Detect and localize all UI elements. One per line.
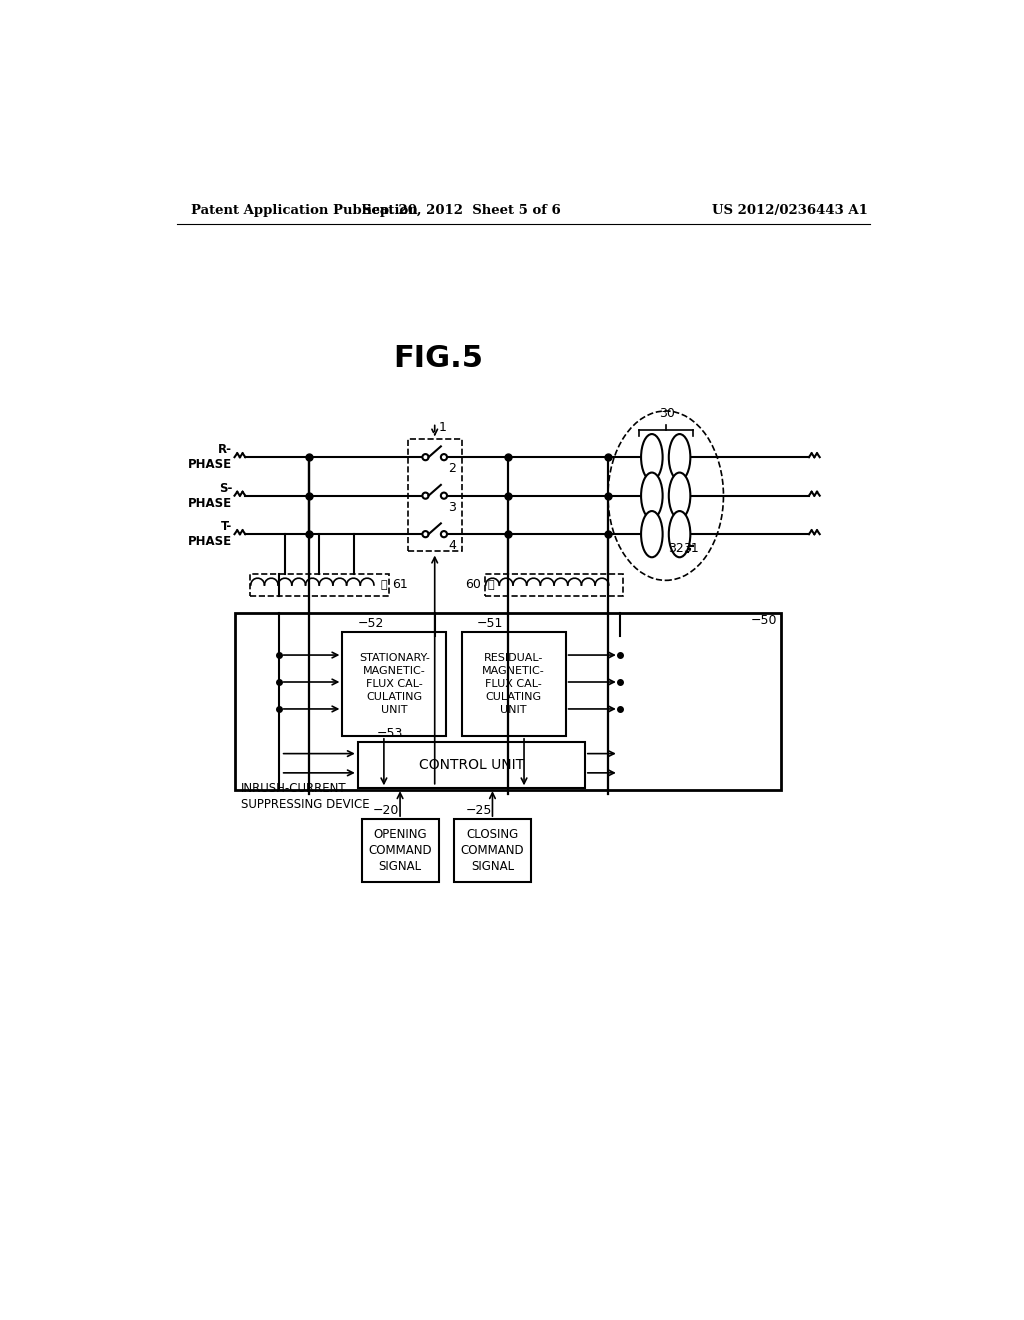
Text: 32: 32 xyxy=(668,541,684,554)
Text: 1: 1 xyxy=(438,421,446,434)
Text: OPENING
COMMAND
SIGNAL: OPENING COMMAND SIGNAL xyxy=(369,828,432,873)
Text: CLOSING
COMMAND
SIGNAL: CLOSING COMMAND SIGNAL xyxy=(461,828,524,873)
Text: −20: −20 xyxy=(373,804,399,817)
Text: R-
PHASE: R- PHASE xyxy=(188,444,232,471)
Ellipse shape xyxy=(641,434,663,480)
Bar xyxy=(357,742,585,788)
Text: US 2012/0236443 A1: US 2012/0236443 A1 xyxy=(712,205,867,218)
Ellipse shape xyxy=(641,473,663,519)
Text: 30: 30 xyxy=(659,407,675,420)
Text: CONTROL UNIT: CONTROL UNIT xyxy=(419,758,524,772)
Text: 31: 31 xyxy=(683,541,698,554)
Text: S-
PHASE: S- PHASE xyxy=(188,482,232,510)
Ellipse shape xyxy=(641,511,663,557)
Text: FIG.5: FIG.5 xyxy=(393,345,483,374)
Text: −52: −52 xyxy=(357,616,384,630)
Bar xyxy=(462,632,565,737)
Bar xyxy=(408,440,462,552)
Text: STATIONARY-
MAGNETIC-
FLUX CAL-
CULATING
UNIT: STATIONARY- MAGNETIC- FLUX CAL- CULATING… xyxy=(358,653,430,714)
Text: Patent Application Publication: Patent Application Publication xyxy=(190,205,418,218)
Text: T-
PHASE: T- PHASE xyxy=(188,520,232,548)
Text: 3: 3 xyxy=(449,500,457,513)
Text: 60: 60 xyxy=(465,578,481,591)
Bar xyxy=(484,574,624,595)
Text: −50: −50 xyxy=(751,614,777,627)
Text: Sep. 20, 2012  Sheet 5 of 6: Sep. 20, 2012 Sheet 5 of 6 xyxy=(362,205,561,218)
Ellipse shape xyxy=(669,473,690,519)
Text: INRUSH-CURRENT
SUPPRESSING DEVICE: INRUSH-CURRENT SUPPRESSING DEVICE xyxy=(241,781,370,810)
Text: −51: −51 xyxy=(477,616,504,630)
Bar xyxy=(250,574,388,595)
Bar xyxy=(234,612,781,789)
Bar xyxy=(454,818,531,882)
Text: −53: −53 xyxy=(377,727,403,739)
Text: −25: −25 xyxy=(466,804,492,817)
Text: ⌓: ⌓ xyxy=(380,579,387,590)
Text: ⌓: ⌓ xyxy=(487,579,495,590)
Bar xyxy=(361,818,438,882)
Text: 61: 61 xyxy=(392,578,409,591)
Text: 4: 4 xyxy=(449,539,457,552)
Ellipse shape xyxy=(669,511,690,557)
Bar xyxy=(342,632,446,737)
Ellipse shape xyxy=(669,434,690,480)
Text: 2: 2 xyxy=(449,462,457,475)
Text: RESIDUAL-
MAGNETIC-
FLUX CAL-
CULATING
UNIT: RESIDUAL- MAGNETIC- FLUX CAL- CULATING U… xyxy=(482,653,545,714)
